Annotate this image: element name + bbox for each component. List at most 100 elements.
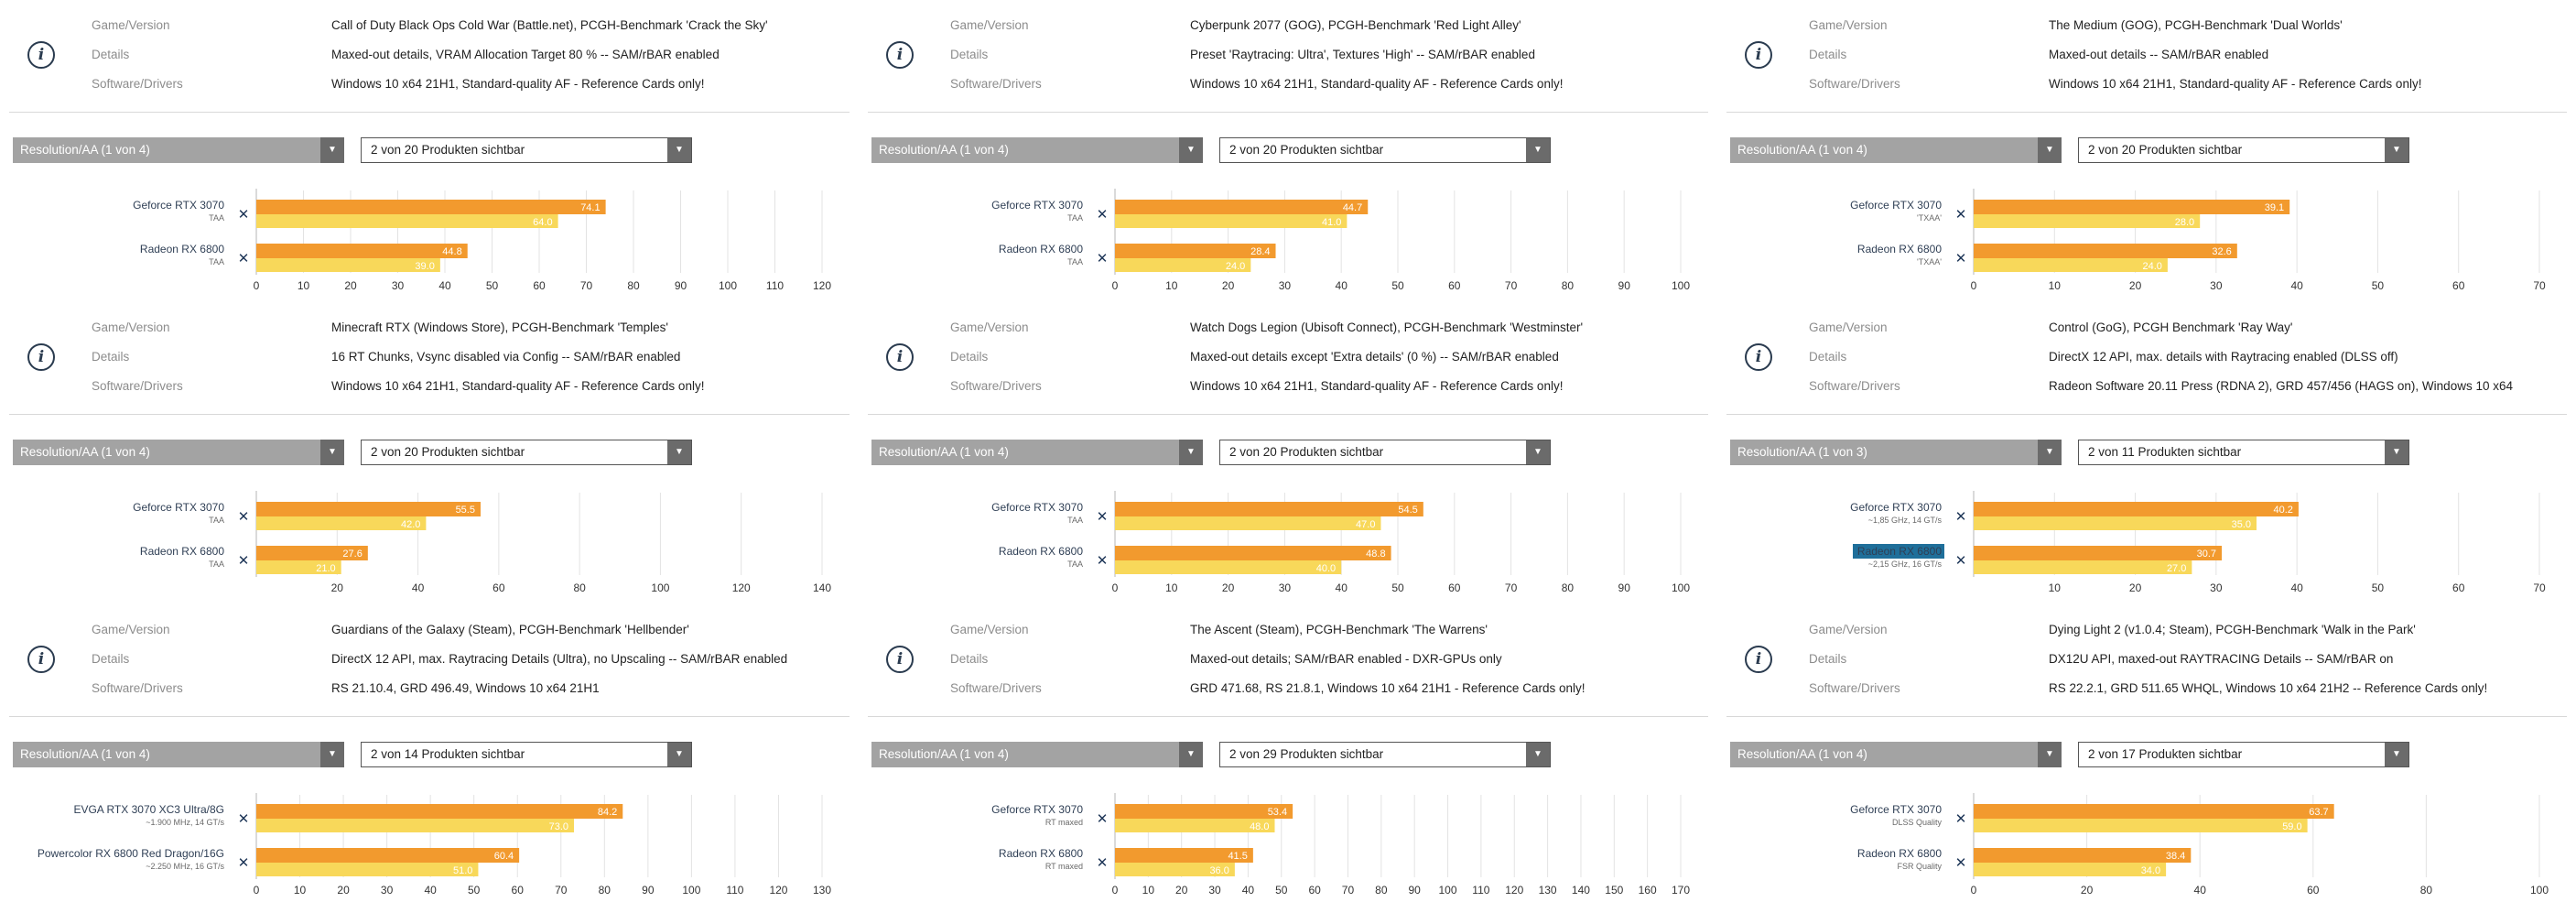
close-icon[interactable]: ✕ [1955,508,1967,525]
chevron-down-icon[interactable]: ▼ [1526,138,1550,162]
chevron-down-icon[interactable]: ▼ [2385,138,2408,162]
products-select[interactable]: 2 von 20 Produkten sichtbar ▼ [1219,137,1551,163]
resolution-select[interactable]: Resolution/AA (1 von 4) ▼ [1730,742,2062,767]
bar-value-label: 30.7 [2197,549,2216,560]
gpu-name-label[interactable]: Radeon RX 6800 [999,545,1083,558]
chevron-down-icon[interactable]: ▼ [2385,743,2408,766]
info-icon[interactable]: i [1745,343,1772,371]
gpu-name-label[interactable]: Radeon RX 6800 [140,545,224,558]
close-icon[interactable]: ✕ [1097,508,1109,525]
close-icon[interactable]: ✕ [1955,250,1967,266]
gpu-name-label[interactable]: EVGA RTX 3070 XC3 Ultra/8G [73,803,224,816]
chevron-down-icon[interactable]: ▼ [2038,742,2062,767]
details-row: Details DirectX 12 API, max. Raytracing … [92,652,850,668]
close-icon[interactable]: ✕ [238,810,250,827]
info-icon[interactable]: i [886,343,914,371]
gpu-name-label[interactable]: Radeon RX 6800 [999,847,1083,860]
products-select[interactable]: 2 von 20 Produkten sichtbar ▼ [2078,137,2409,163]
products-select[interactable]: 2 von 20 Produkten sichtbar ▼ [361,440,692,465]
close-icon[interactable]: ✕ [238,508,250,525]
chevron-down-icon[interactable]: ▼ [667,440,691,464]
products-select[interactable]: 2 von 17 Produkten sichtbar ▼ [2078,742,2409,767]
gpu-name-label[interactable]: Powercolor RX 6800 Red Dragon/16G [38,847,224,860]
gpu-name-label[interactable]: Geforce RTX 3070 [1850,803,1942,816]
gpu-name-label[interactable]: Radeon RX 6800 [1857,545,1942,558]
info-icon[interactable]: i [1745,41,1772,69]
close-icon[interactable]: ✕ [1097,206,1109,223]
gpu-name-label[interactable]: Geforce RTX 3070 [1850,501,1942,514]
products-select[interactable]: 2 von 29 Produkten sichtbar ▼ [1219,742,1551,767]
info-icon[interactable]: i [886,646,914,673]
bar-min-fps [1974,214,2201,228]
resolution-select[interactable]: Resolution/AA (1 von 4) ▼ [871,742,1203,767]
products-select[interactable]: 2 von 20 Produkten sichtbar ▼ [361,137,692,163]
chart-controls: Resolution/AA (1 von 4) ▼ 2 von 14 Produ… [13,742,721,767]
gpu-name-label[interactable]: Geforce RTX 3070 [991,501,1083,514]
close-icon[interactable]: ✕ [238,552,250,569]
chevron-down-icon[interactable]: ▼ [2385,440,2408,464]
game-row: Game/Version Cyberpunk 2077 (GOG), PCGH-… [950,18,1708,35]
gpu-name-label[interactable]: Geforce RTX 3070 [991,803,1083,816]
gpu-name-label[interactable]: Radeon RX 6800 [140,243,224,255]
axis-tick-label: 50 [486,279,499,292]
axis-tick-label: 40 [424,884,437,897]
software-row: Software/Drivers GRD 471.68, RS 21.8.1, … [950,681,1708,698]
gpu-name-label[interactable]: Geforce RTX 3070 [133,199,224,212]
resolution-select[interactable]: Resolution/AA (1 von 4) ▼ [871,137,1203,163]
chevron-down-icon[interactable]: ▼ [1179,137,1203,163]
details-value: Maxed-out details except 'Extra details'… [1190,350,1559,364]
chevron-down-icon[interactable]: ▼ [667,743,691,766]
resolution-select[interactable]: Resolution/AA (1 von 4) ▼ [871,440,1203,465]
chevron-down-icon[interactable]: ▼ [1179,742,1203,767]
close-icon[interactable]: ✕ [1955,206,1967,223]
close-icon[interactable]: ✕ [1097,552,1109,569]
axis-tick-label: 100 [1672,581,1690,594]
chevron-down-icon[interactable]: ▼ [1526,440,1550,464]
info-icon[interactable]: i [1745,646,1772,673]
products-select[interactable]: 2 von 14 Produkten sichtbar ▼ [361,742,692,767]
products-select[interactable]: 2 von 20 Produkten sichtbar ▼ [1219,440,1551,465]
axis-tick-label: 70 [1505,581,1518,594]
close-icon[interactable]: ✕ [1955,810,1967,827]
bar-avg-fps [1115,546,1391,560]
resolution-select[interactable]: Resolution/AA (1 von 4) ▼ [1730,137,2062,163]
resolution-select[interactable]: Resolution/AA (1 von 4) ▼ [13,137,344,163]
products-select[interactable]: 2 von 11 Produkten sichtbar ▼ [2078,440,2409,465]
resolution-select[interactable]: Resolution/AA (1 von 3) ▼ [1730,440,2062,465]
gpu-name-label[interactable]: Geforce RTX 3070 [1850,199,1942,212]
chevron-down-icon[interactable]: ▼ [320,137,344,163]
close-icon[interactable]: ✕ [1097,250,1109,266]
gpu-name-label[interactable]: Radeon RX 6800 [999,243,1083,255]
info-icon[interactable]: i [27,646,55,673]
close-icon[interactable]: ✕ [1955,854,1967,871]
benchmark-chart: 10 20 30 40 50 60 70 Geforce RTX 3070 ~1,85 GHz,… [1850,491,2546,594]
close-icon[interactable]: ✕ [238,854,250,871]
close-icon[interactable]: ✕ [238,206,250,223]
gpu-name-label[interactable]: Radeon RX 6800 [1857,243,1942,255]
axis-tick-label: 70 [1505,279,1518,292]
info-icon[interactable]: i [27,41,55,69]
chevron-down-icon[interactable]: ▼ [1526,743,1550,766]
resolution-select[interactable]: Resolution/AA (1 von 4) ▼ [13,440,344,465]
close-icon[interactable]: ✕ [1955,552,1967,569]
close-icon[interactable]: ✕ [238,250,250,266]
axis-tick-label: 0 [1971,279,1977,292]
gpu-name-label[interactable]: Geforce RTX 3070 [991,199,1083,212]
resolution-select[interactable]: Resolution/AA (1 von 4) ▼ [13,742,344,767]
info-icon[interactable]: i [886,41,914,69]
chevron-down-icon[interactable]: ▼ [2038,440,2062,465]
axis-tick-label: 120 [769,884,787,897]
gpu-name-label[interactable]: Radeon RX 6800 [1857,847,1942,860]
axis-tick-label: 80 [1375,884,1388,897]
close-icon[interactable]: ✕ [1097,854,1109,871]
chevron-down-icon[interactable]: ▼ [667,138,691,162]
chevron-down-icon[interactable]: ▼ [2038,137,2062,163]
axis-tick-label: 70 [555,884,568,897]
chevron-down-icon[interactable]: ▼ [320,440,344,465]
chevron-down-icon[interactable]: ▼ [320,742,344,767]
chevron-down-icon[interactable]: ▼ [1179,440,1203,465]
close-icon[interactable]: ✕ [1097,810,1109,827]
gpu-name-label[interactable]: Geforce RTX 3070 [133,501,224,514]
info-icon[interactable]: i [27,343,55,371]
game-value: The Ascent (Steam), PCGH-Benchmark 'The … [1190,623,1488,636]
